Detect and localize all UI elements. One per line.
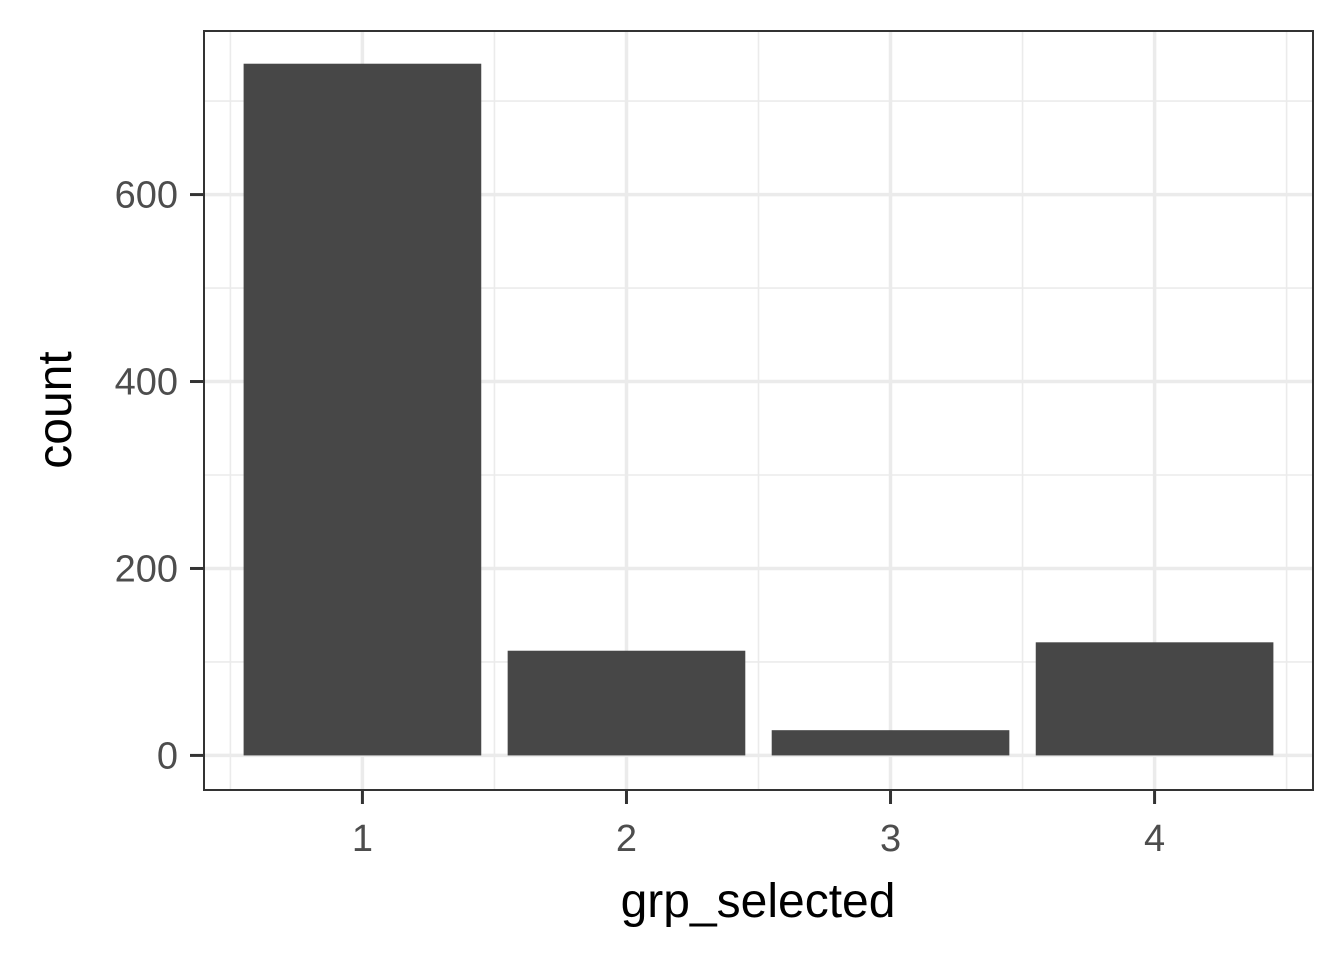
y-tick-label: 0 <box>157 735 178 777</box>
x-axis: 1 2 3 4 <box>352 790 1165 860</box>
x-tick-label: 4 <box>1144 818 1165 860</box>
x-axis-title: grp_selected <box>621 875 896 928</box>
bar-4 <box>1035 642 1274 756</box>
y-tick-label: 600 <box>115 175 178 217</box>
bar-1 <box>243 63 482 756</box>
y-tick-label: 400 <box>115 362 178 404</box>
x-tick-label: 2 <box>616 818 637 860</box>
bar-3 <box>771 730 1010 756</box>
y-axis: 0 200 400 600 <box>115 175 204 777</box>
plot-panel-border <box>203 30 1314 791</box>
bar-2 <box>507 650 746 756</box>
y-axis-title: count <box>29 351 82 468</box>
x-tick-label: 1 <box>352 818 373 860</box>
bars <box>243 63 1274 756</box>
x-tick-label: 3 <box>880 818 901 860</box>
y-tick-label: 200 <box>115 548 178 590</box>
